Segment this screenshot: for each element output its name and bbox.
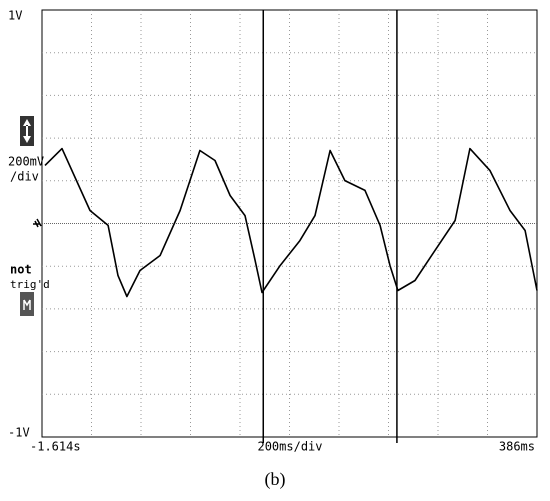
- x-tick-label: -1.614s: [30, 440, 81, 454]
- x-axis-label: 200ms/div: [257, 440, 322, 454]
- caption: (b): [265, 469, 286, 490]
- x-tick-label: 386ms: [499, 440, 535, 454]
- y-scale-label: 200mV: [8, 155, 44, 169]
- trigger-status: not: [10, 263, 32, 277]
- trace: [44, 147, 538, 298]
- y-scale-label: /div: [10, 170, 39, 184]
- y-tick-label: -1V: [8, 426, 30, 440]
- ground-icon: [33, 218, 42, 228]
- y-tick-label: 1V: [8, 9, 22, 23]
- trigger-icon: [20, 292, 34, 316]
- trigger-status: trig'd: [10, 278, 50, 291]
- volts-icon: [20, 116, 34, 146]
